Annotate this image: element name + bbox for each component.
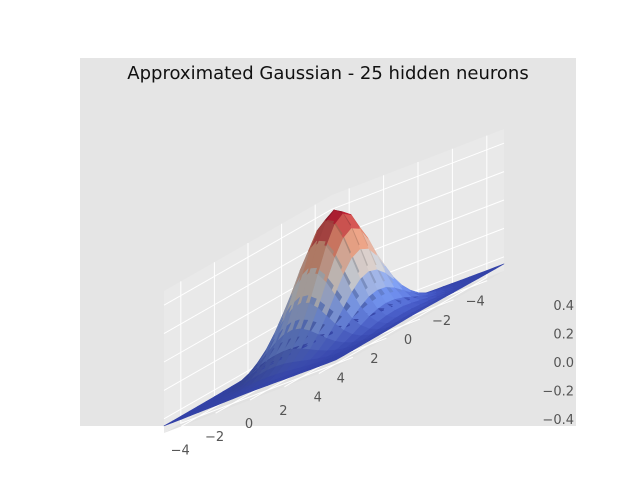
y-tick-label: 4 <box>314 391 322 406</box>
gridline-x <box>180 281 353 425</box>
y-tick-label: −4 <box>171 443 190 458</box>
surface-patch <box>163 417 182 427</box>
z-tick-label: −0.2 <box>542 384 574 399</box>
x-tick-label: 4 <box>337 371 345 386</box>
chart-title: Approximated Gaussian - 25 hidden neuron… <box>127 63 528 84</box>
gridline-z <box>163 142 505 306</box>
surface-plot <box>163 209 505 427</box>
z-tick-label: 0.4 <box>553 299 574 314</box>
gridline-y <box>318 135 488 375</box>
x-tick-label: 0 <box>404 333 412 348</box>
x-tick-label: −4 <box>466 295 485 310</box>
y-tick-label: 0 <box>245 417 253 432</box>
z-tick-label: −0.4 <box>542 413 574 428</box>
x-tick-label: −2 <box>432 314 451 329</box>
x-tick-label: 2 <box>370 352 378 367</box>
y-tick-label: −2 <box>205 430 224 445</box>
y-tick-label: 2 <box>279 404 287 419</box>
z-tick-label: 0.2 <box>553 328 574 343</box>
z-tick-label: 0.0 <box>553 356 574 371</box>
